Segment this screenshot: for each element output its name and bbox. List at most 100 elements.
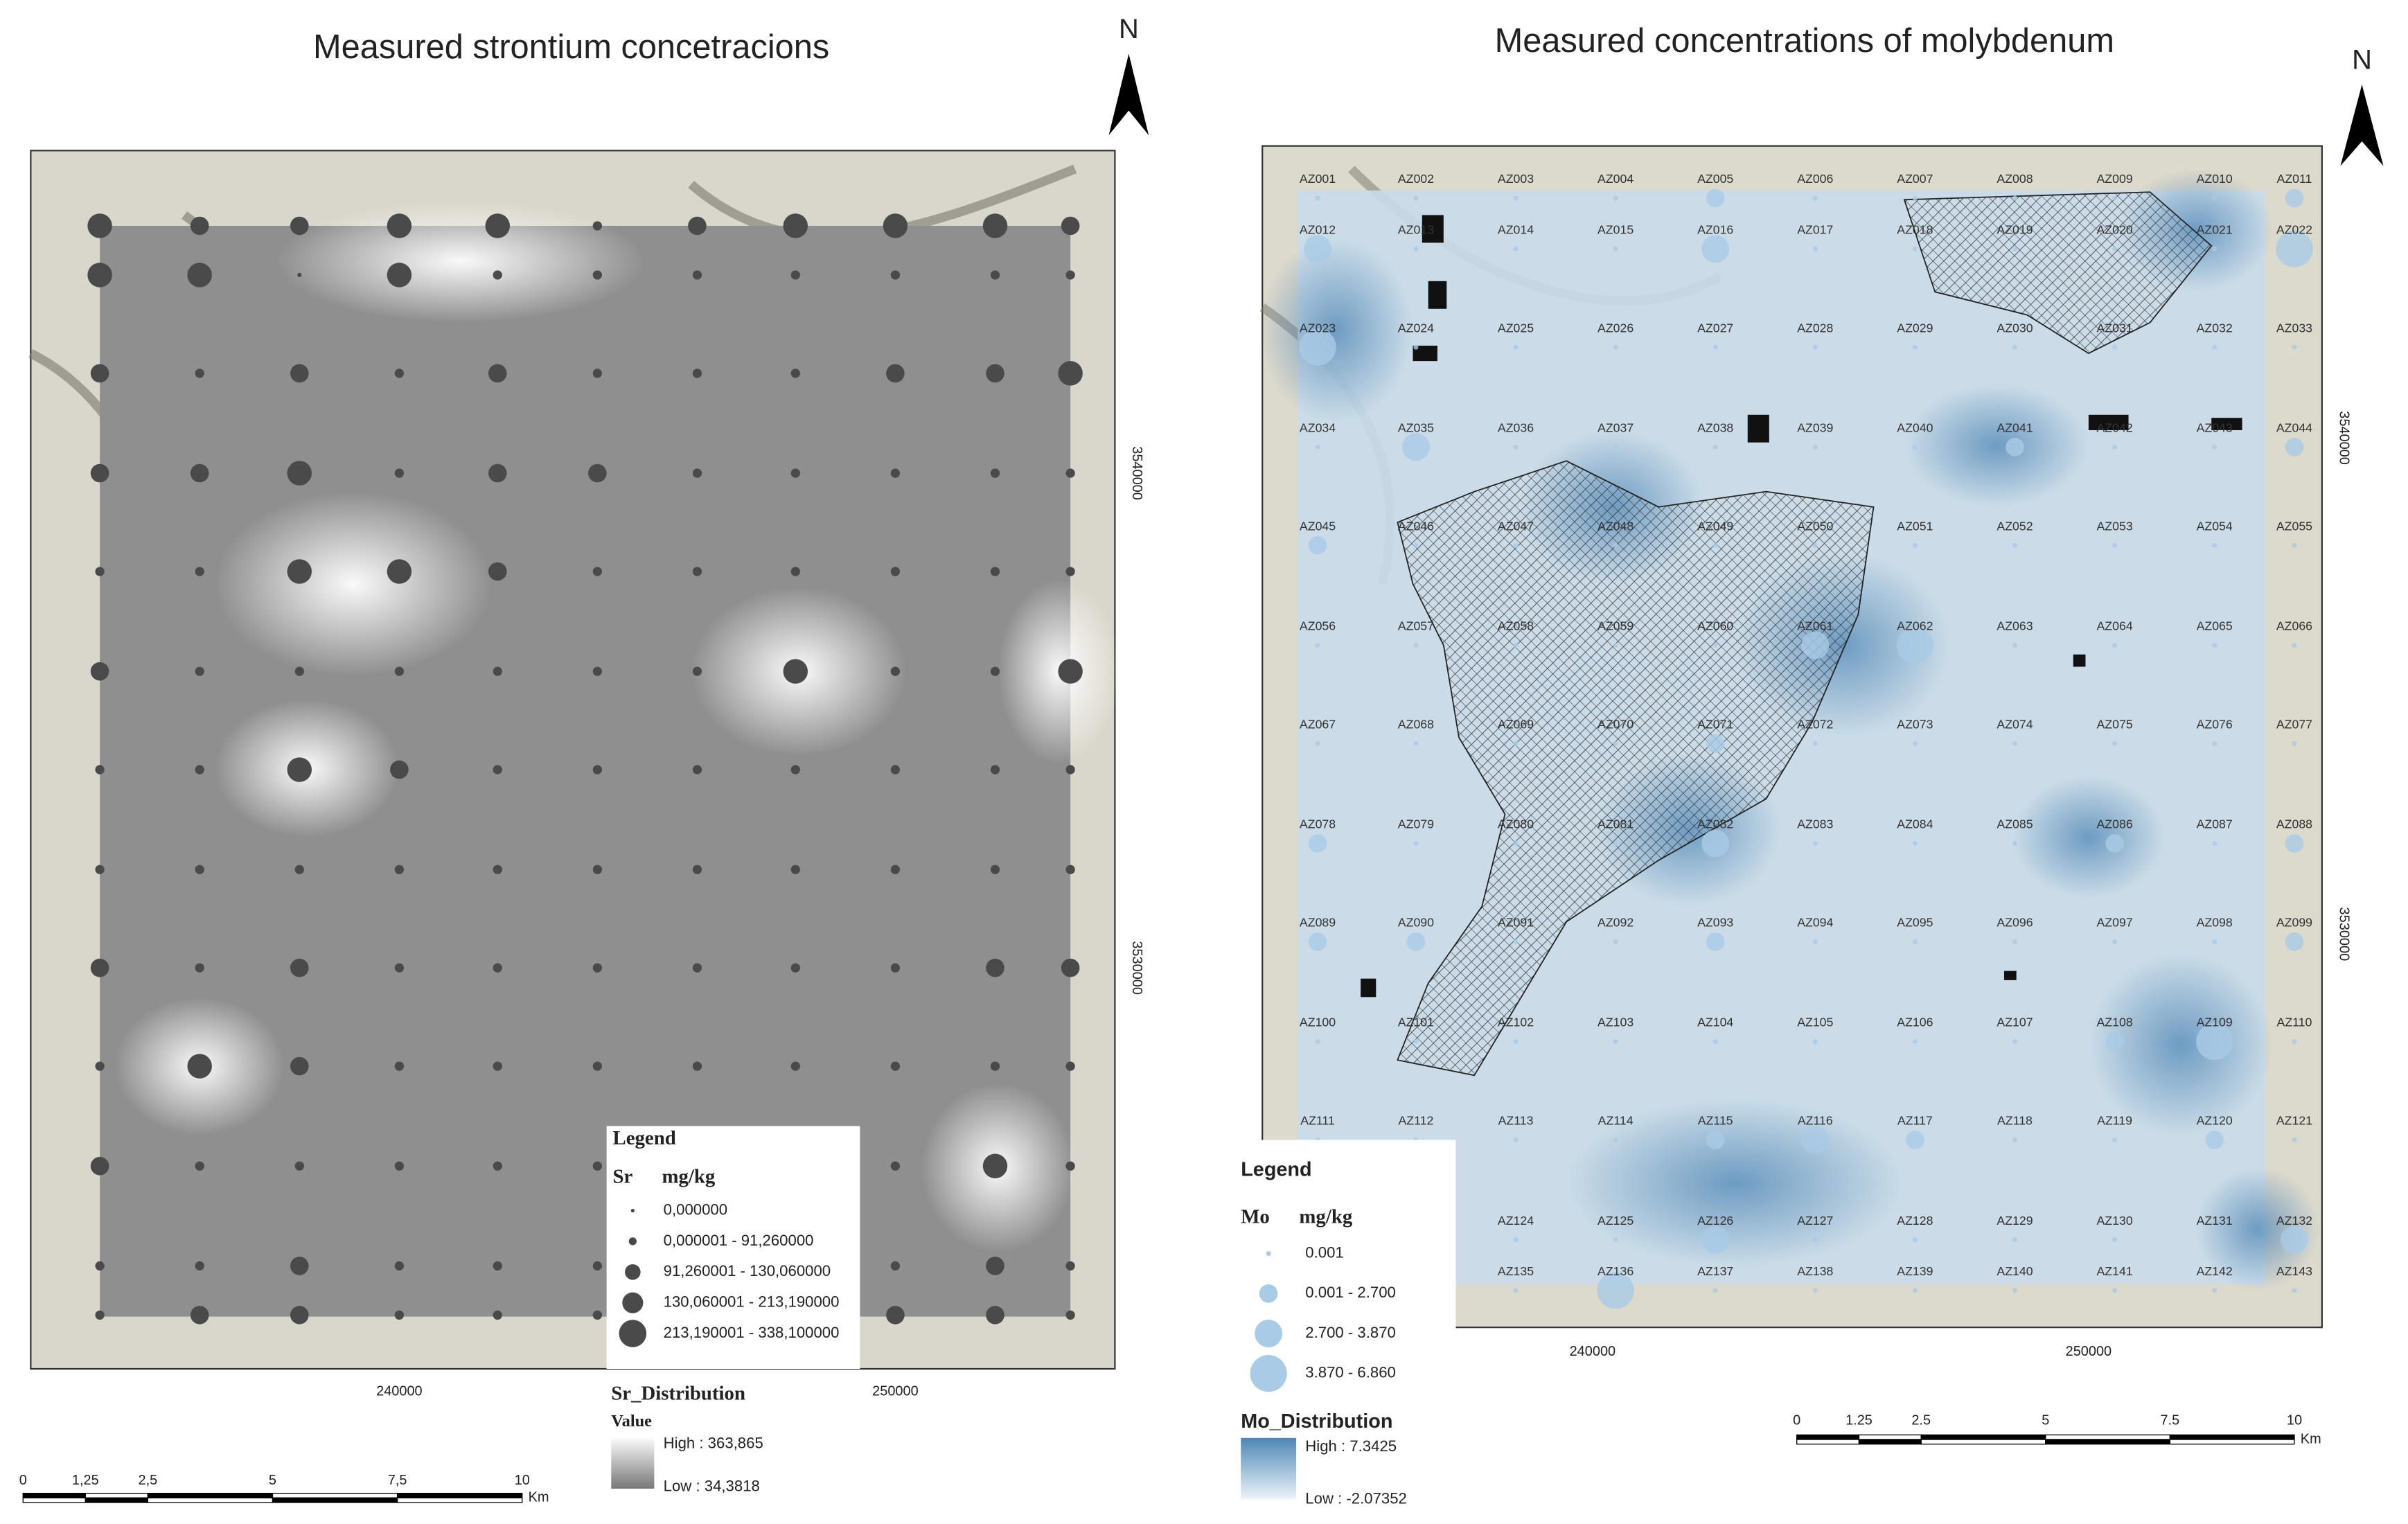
- sample-point: [2112, 1288, 2118, 1293]
- sample-point: [1706, 1131, 1725, 1149]
- station-label: AZ110: [2277, 1016, 2312, 1029]
- station-label: AZ126: [1697, 1214, 1733, 1228]
- sample-point: [692, 567, 702, 576]
- station-label: AZ064: [2096, 619, 2132, 633]
- sample-point: [195, 865, 204, 874]
- scale-unit: Km: [2301, 1431, 2321, 1446]
- station-label: AZ052: [1997, 519, 2033, 533]
- station-label: AZ055: [2276, 519, 2312, 533]
- station-label: AZ125: [1597, 1214, 1634, 1228]
- station-label: AZ050: [1797, 519, 1833, 533]
- station-label: AZ065: [2197, 619, 2233, 633]
- sample-point: [287, 757, 312, 782]
- station-label: AZ143: [2276, 1264, 2312, 1278]
- sample-point: [1701, 829, 1730, 858]
- station-label: AZ077: [2276, 717, 2312, 731]
- sample-point: [890, 666, 901, 676]
- sample-point: [2112, 195, 2118, 201]
- sample-point: [990, 468, 1000, 478]
- sample-point: [493, 1161, 502, 1171]
- station-label: AZ128: [1897, 1214, 1933, 1228]
- urban-area: [1397, 460, 1875, 1076]
- sample-point: [95, 765, 105, 774]
- station-label: AZ009: [2096, 172, 2132, 186]
- station-label: AZ039: [1797, 420, 1833, 434]
- sample-point: [394, 1061, 405, 1071]
- sample-point: [986, 1306, 1004, 1324]
- station-label: AZ124: [1498, 1214, 1534, 1228]
- station-label: AZ053: [2096, 519, 2132, 533]
- sample-point: [1065, 865, 1075, 874]
- sample-point: [1513, 246, 1519, 251]
- sample-point: [592, 666, 602, 676]
- scale-segment: [1858, 1439, 1922, 1445]
- sample-point: [2205, 1131, 2224, 1149]
- sample-point: [394, 1161, 405, 1171]
- sample-point: [1912, 195, 1918, 201]
- sample-point: [1701, 235, 1730, 263]
- scale-label: 7.5: [2161, 1413, 2180, 1428]
- sample-point: [2105, 834, 2124, 853]
- sample-point: [294, 1161, 304, 1171]
- sample-point: [1712, 344, 1718, 350]
- sample-point: [493, 1261, 502, 1271]
- station-label: AZ067: [1300, 717, 1336, 731]
- sample-point: [1613, 246, 1618, 251]
- legend-symbol: [1259, 1284, 1278, 1303]
- sample-point: [90, 463, 109, 483]
- station-label: AZ049: [1697, 519, 1733, 533]
- scale-label: 1,25: [72, 1473, 99, 1488]
- sample-point: [890, 765, 901, 774]
- sample-point: [1812, 542, 1818, 548]
- station-label: AZ119: [2097, 1114, 2132, 1128]
- station-label: AZ120: [2197, 1114, 2233, 1128]
- sample-point: [195, 1261, 204, 1271]
- station-label: AZ100: [1300, 1016, 1336, 1029]
- station-label: AZ020: [2096, 222, 2132, 236]
- distribution-ramp: [1241, 1437, 1297, 1500]
- sample-point: [1413, 741, 1419, 746]
- sample-point: [592, 765, 602, 774]
- sample-point: [2212, 542, 2217, 548]
- sample-point: [1513, 1288, 1519, 1293]
- legend-unit: mg/kg: [662, 1166, 715, 1188]
- sample-point: [1065, 270, 1075, 280]
- sample-point: [485, 213, 510, 238]
- sample-point: [1513, 542, 1519, 548]
- sample-point: [890, 865, 901, 874]
- station-label: AZ093: [1697, 916, 1733, 930]
- sample-point: [1912, 1237, 1918, 1243]
- distribution-low: Low : 34,3818: [664, 1478, 760, 1495]
- station-label: AZ047: [1498, 519, 1534, 533]
- sample-point: [990, 1061, 1000, 1071]
- station-label: AZ018: [1897, 222, 1933, 236]
- urban-area: [1903, 191, 2213, 355]
- station-label: AZ106: [1897, 1016, 1933, 1029]
- scale-label: 10: [515, 1473, 530, 1488]
- scale-segment: [2169, 1434, 2295, 1440]
- station-label: AZ046: [1398, 519, 1434, 533]
- distribution-title: Sr_Distribution: [611, 1382, 745, 1404]
- sample-point: [90, 364, 109, 383]
- station-label: AZ068: [1398, 717, 1434, 731]
- sample-point: [2112, 939, 2118, 945]
- distribution-field: Value: [611, 1412, 652, 1430]
- sample-point: [1308, 535, 1327, 555]
- sample-point: [1801, 631, 1830, 659]
- scale-label: 2,5: [139, 1473, 158, 1488]
- sample-point: [1812, 1288, 1818, 1293]
- sample-point: [493, 1061, 502, 1071]
- sample-point: [588, 463, 607, 483]
- station-label: AZ045: [1300, 519, 1336, 533]
- sample-point: [190, 1306, 209, 1324]
- sample-point: [692, 865, 702, 874]
- sample-point: [394, 369, 405, 378]
- station-label: AZ005: [1697, 172, 1733, 186]
- sample-point: [2285, 932, 2304, 951]
- distribution-ramp: [611, 1436, 655, 1489]
- sample-point: [592, 963, 602, 973]
- station-label: AZ131: [2197, 1214, 2233, 1228]
- sample-point: [1613, 1237, 1618, 1243]
- sample-point: [692, 468, 702, 478]
- station-label: AZ091: [1498, 916, 1534, 930]
